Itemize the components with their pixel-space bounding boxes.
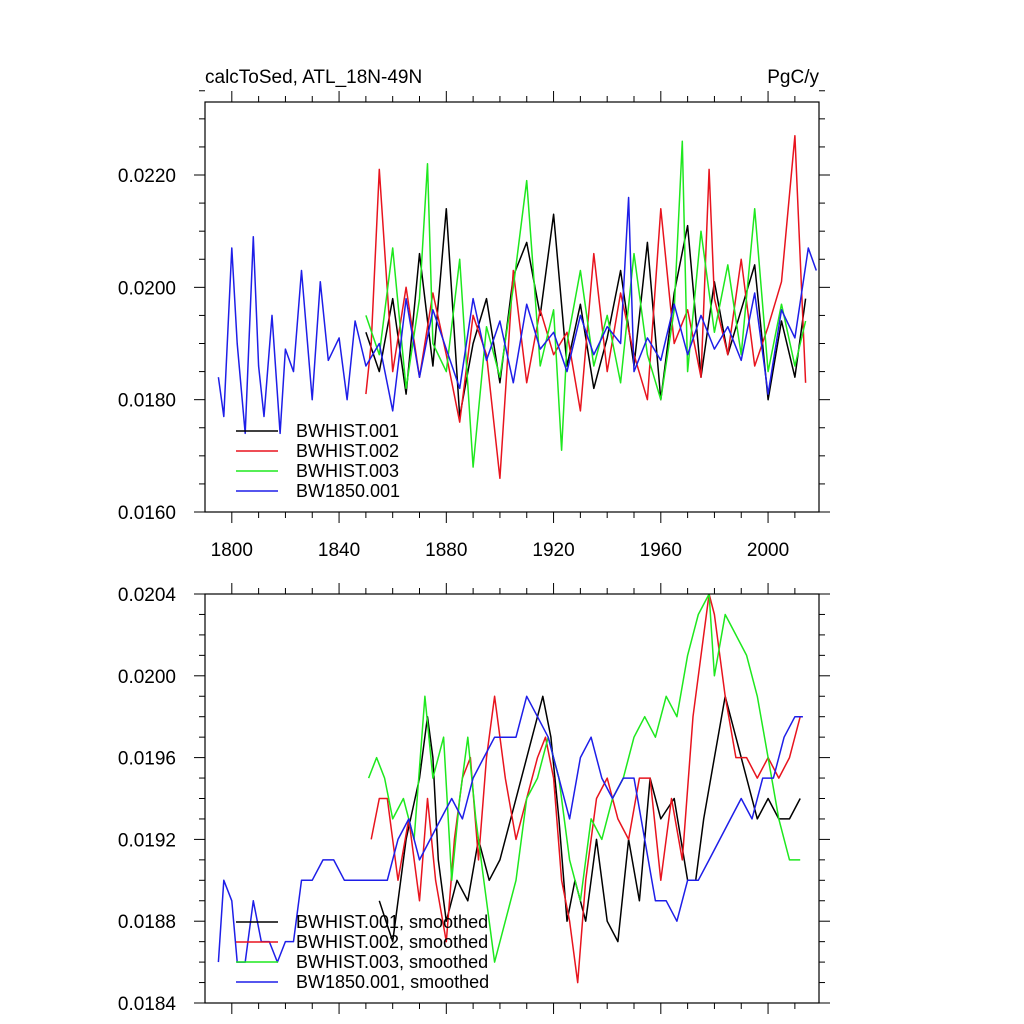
legend-label: BWHIST.003 <box>296 461 399 481</box>
bottom-panel: 0.0184 0.0188 0.0192 0.0196 0.0200 0.0204 BWHI… <box>118 583 830 1015</box>
y-tick-label: 0.0160 <box>118 503 176 524</box>
chart-units-label: PgC/y <box>767 67 819 88</box>
y-tick-label: 0.0220 <box>118 166 176 187</box>
series-line-4 <box>217 196 818 435</box>
y-tick-label: 0.0180 <box>118 391 176 412</box>
series-line-3 <box>365 140 807 468</box>
legend-label: BW1850.001 <box>296 481 400 501</box>
legend-label: BWHIST.002 <box>296 441 399 461</box>
top-panel: 1800 1840 1880 1920 1960 2000 0.0160 0.0180 0.02… <box>118 90 830 561</box>
y-tick-label: 0.0196 <box>118 749 176 770</box>
y-tick-label: 0.0188 <box>118 912 176 933</box>
chart-title-left: calcToSed, ATL_18N-49N <box>205 67 422 88</box>
series-group <box>217 594 803 984</box>
series-line-4 <box>217 695 803 963</box>
y-tick-label: 0.0204 <box>118 585 177 606</box>
legend-label: BWHIST.002, smoothed <box>296 932 488 952</box>
x-tick-label: 1960 <box>640 540 682 561</box>
legend-label: BWHIST.003, smoothed <box>296 952 488 972</box>
y-tick-label: 0.0192 <box>118 830 176 851</box>
y-tick-label: 0.0200 <box>118 667 176 688</box>
series-line-2 <box>370 594 801 984</box>
x-tick-label: 1920 <box>532 540 574 561</box>
series-line-3 <box>367 594 801 963</box>
y-tick-label: 0.0184 <box>118 994 177 1015</box>
x-tick-label: 1840 <box>318 540 360 561</box>
plot-frame <box>204 101 820 513</box>
x-tick-label: 1800 <box>211 540 253 561</box>
series-line-2 <box>365 134 807 480</box>
series-line-1 <box>365 207 807 418</box>
series-group <box>217 134 818 480</box>
x-tick-label: 2000 <box>747 540 789 561</box>
x-tick-label: 1880 <box>425 540 467 561</box>
legend-label: BWHIST.001, smoothed <box>296 912 488 932</box>
legend-label: BW1850.001, smoothed <box>296 972 489 992</box>
y-tick-label: 0.0200 <box>118 278 176 299</box>
legend-label: BWHIST.001 <box>296 421 399 441</box>
